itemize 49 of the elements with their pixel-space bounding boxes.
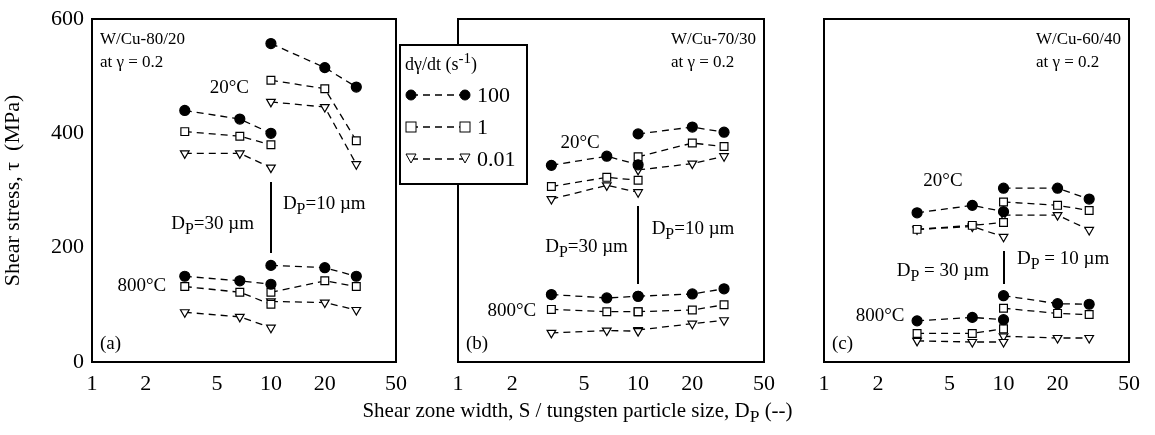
annotation: 20°C — [923, 168, 963, 191]
x-tick-label: 10 — [259, 369, 282, 395]
x-tick-label: 20 — [681, 369, 704, 395]
text: W/Cu-80/20 — [100, 28, 185, 50]
x-tick-label: 1 — [818, 369, 830, 395]
annotation: (c) — [832, 332, 854, 354]
text: at γ = 0.2 — [1036, 51, 1101, 73]
annotation: 20°C — [560, 131, 600, 154]
legend-title: dγ/dt (s$^{-1}$) — [405, 50, 478, 75]
annotation: D$_{P}$=30 µm — [171, 212, 255, 239]
x-tick-label: 5 — [211, 369, 223, 395]
text: W/Cu-60/40 — [1036, 28, 1121, 50]
x-tick-label: 5 — [578, 369, 590, 395]
annotation: 800°C — [487, 298, 537, 321]
x-tick-label: 1 — [452, 369, 464, 395]
text: at γ = 0.2 — [100, 51, 165, 73]
annotation: 800°C — [117, 274, 167, 297]
y-axis-title: Shear stress, τ (MPa) — [0, 94, 24, 287]
x-axis-title: Shear zone width, S / tungsten particle size, D$_{P}$ (--) — [361, 398, 794, 428]
annotation: (a) — [100, 332, 122, 354]
annotation: (b) — [466, 332, 489, 354]
annotation: D$_{P}$=10 µm — [651, 217, 735, 243]
annotation: D$_{P}$ = 10 µm — [1016, 247, 1110, 274]
legend-label: 0.01 — [477, 146, 516, 172]
x-tick-label: 50 — [1118, 369, 1140, 395]
text: at γ = 0.2 — [671, 51, 736, 73]
legend-label: 1 — [477, 114, 488, 140]
annotation: D$_{P}$ = 30 µm — [896, 259, 990, 286]
x-tick-label: 50 — [753, 369, 775, 395]
x-tick-label: 20 — [313, 369, 336, 395]
y-tick-label: 0 — [73, 347, 84, 373]
y-tick-label: 200 — [51, 233, 84, 259]
annotation: 800°C — [855, 304, 905, 326]
annotation: D$_{P}$=30 µm — [545, 235, 628, 262]
x-tick-label: 20 — [1046, 369, 1069, 395]
x-tick-label: 1 — [86, 369, 98, 395]
x-tick-label: 10 — [992, 369, 1015, 395]
x-tick-label: 2 — [140, 369, 152, 395]
x-tick-label: 2 — [872, 369, 884, 395]
y-tick-label: 600 — [51, 4, 84, 30]
y-tick-label: 400 — [51, 119, 84, 145]
x-tick-label: 2 — [506, 369, 518, 395]
annotation: 20°C — [209, 75, 250, 98]
x-tick-label: 10 — [627, 369, 650, 395]
x-tick-label: 5 — [943, 369, 955, 395]
text: W/Cu-70/30 — [671, 28, 756, 50]
legend-label: 100 — [477, 82, 510, 108]
x-tick-label: 50 — [385, 369, 407, 395]
annotation: D$_{P}$=10 µm — [282, 191, 366, 218]
